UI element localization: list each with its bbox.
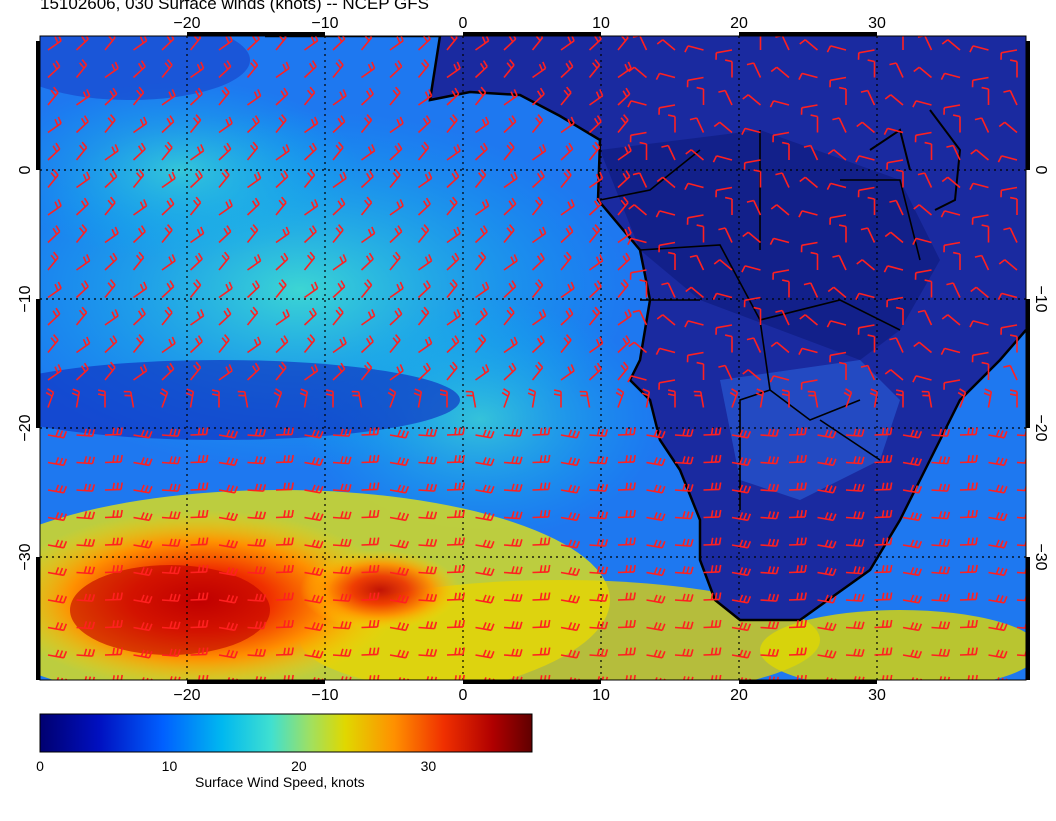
frame-bar-left — [36, 299, 40, 428]
frame-bar-right — [1026, 41, 1030, 170]
frame-bar-left — [36, 557, 40, 680]
lon-tick-label: 30 — [868, 15, 886, 32]
lon-tick-label: 30 — [868, 687, 886, 704]
frame-bar-bottom — [463, 680, 601, 684]
lat-ticks-left: 0 −10 −20 −30 — [17, 165, 34, 570]
lat-tick-label: −10 — [17, 285, 34, 312]
lat-tick-label: −30 — [1032, 543, 1049, 570]
lat-tick-label: −10 — [1032, 285, 1049, 312]
frame-bar-right — [1026, 557, 1030, 680]
lat-tick-label: −20 — [17, 414, 34, 441]
frame-bar-bottom — [739, 680, 877, 684]
wind-speed-field — [0, 20, 1040, 710]
lon-ticks-top: −20 −10 0 10 20 30 — [173, 15, 886, 32]
frame-bar-top — [463, 32, 601, 36]
lat-tick-label: −30 — [17, 543, 34, 570]
lon-tick-label: 10 — [592, 15, 610, 32]
lon-tick-label: 0 — [459, 15, 468, 32]
frame-bar-bottom — [187, 680, 325, 684]
lon-tick-label: 10 — [592, 687, 610, 704]
frame-bar-top — [739, 32, 877, 36]
lon-tick-label: −20 — [173, 15, 200, 32]
lat-tick-label: 0 — [17, 165, 34, 174]
lat-tick-label: −20 — [1032, 414, 1049, 441]
lon-tick-label: 20 — [730, 687, 748, 704]
lat-tick-label: 0 — [1032, 166, 1049, 175]
lon-tick-label: −10 — [311, 15, 338, 32]
lat-ticks-right: 0 −10 −20 −30 — [1032, 166, 1049, 571]
colorbar-tick-label: 20 — [291, 758, 307, 774]
frame-bar-right — [1026, 299, 1030, 428]
colorbar — [40, 714, 532, 752]
colorbar-tick-label: 30 — [421, 758, 437, 774]
frame-bar-top — [187, 32, 325, 36]
colorbar-tick-label: 0 — [36, 758, 44, 774]
lon-tick-label: 0 — [459, 687, 468, 704]
colorbar-label: Surface Wind Speed, knots — [195, 774, 365, 790]
lon-tick-label: −20 — [173, 687, 200, 704]
frame-bar-left — [36, 41, 40, 170]
lon-tick-label: −10 — [311, 687, 338, 704]
lon-tick-label: 20 — [730, 15, 748, 32]
colorbar-tick-label: 10 — [162, 758, 178, 774]
lon-ticks-bottom: −20 −10 0 10 20 30 — [173, 687, 886, 704]
